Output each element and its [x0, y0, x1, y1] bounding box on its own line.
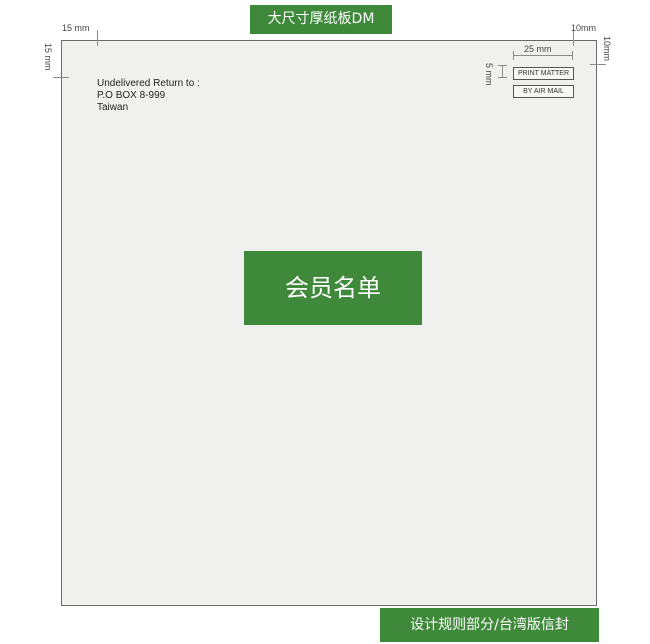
title-banner: 大尺寸厚纸板DM: [250, 5, 392, 34]
return-address-line-2: P.O BOX 8-999: [97, 90, 166, 101]
stamp-print-matter: PRINT MATTER: [513, 67, 574, 80]
return-address-line-1: Undelivered Return to :: [97, 78, 200, 89]
dim-top-right-vertical: 10mm: [602, 36, 612, 62]
dim-stamp-gap: 5 mm: [484, 63, 494, 86]
guide-top-right-horizontal-tick: [590, 64, 606, 65]
return-address-line-3: Taiwan: [97, 102, 129, 113]
center-label: 会员名单: [244, 251, 422, 325]
dim-stamp-width: 25 mm: [524, 44, 552, 54]
guide-top-left-horizontal-tick: [53, 77, 69, 78]
dim-top-left-vertical: 15 mm: [43, 43, 53, 71]
guide-stamp-width-left-tick: [513, 51, 514, 60]
guide-top-left-vertical-tick: [97, 30, 98, 46]
stamp-air-mail: BY AIR MAIL: [513, 85, 574, 98]
guide-stamp-width-line: [513, 55, 573, 56]
guide-stamp-gap-top-tick: [498, 65, 507, 66]
guide-stamp-gap-bottom-tick: [498, 77, 507, 78]
dim-top-left-horizontal: 15 mm: [62, 23, 90, 33]
guide-stamp-width-right-tick: [572, 51, 573, 60]
dim-top-right-horizontal: 10mm: [571, 23, 597, 33]
guide-stamp-gap-line: [502, 65, 503, 77]
guide-top-right-vertical-tick: [573, 30, 574, 46]
footer-banner: 设计规则部分/台湾版信封: [380, 608, 599, 642]
